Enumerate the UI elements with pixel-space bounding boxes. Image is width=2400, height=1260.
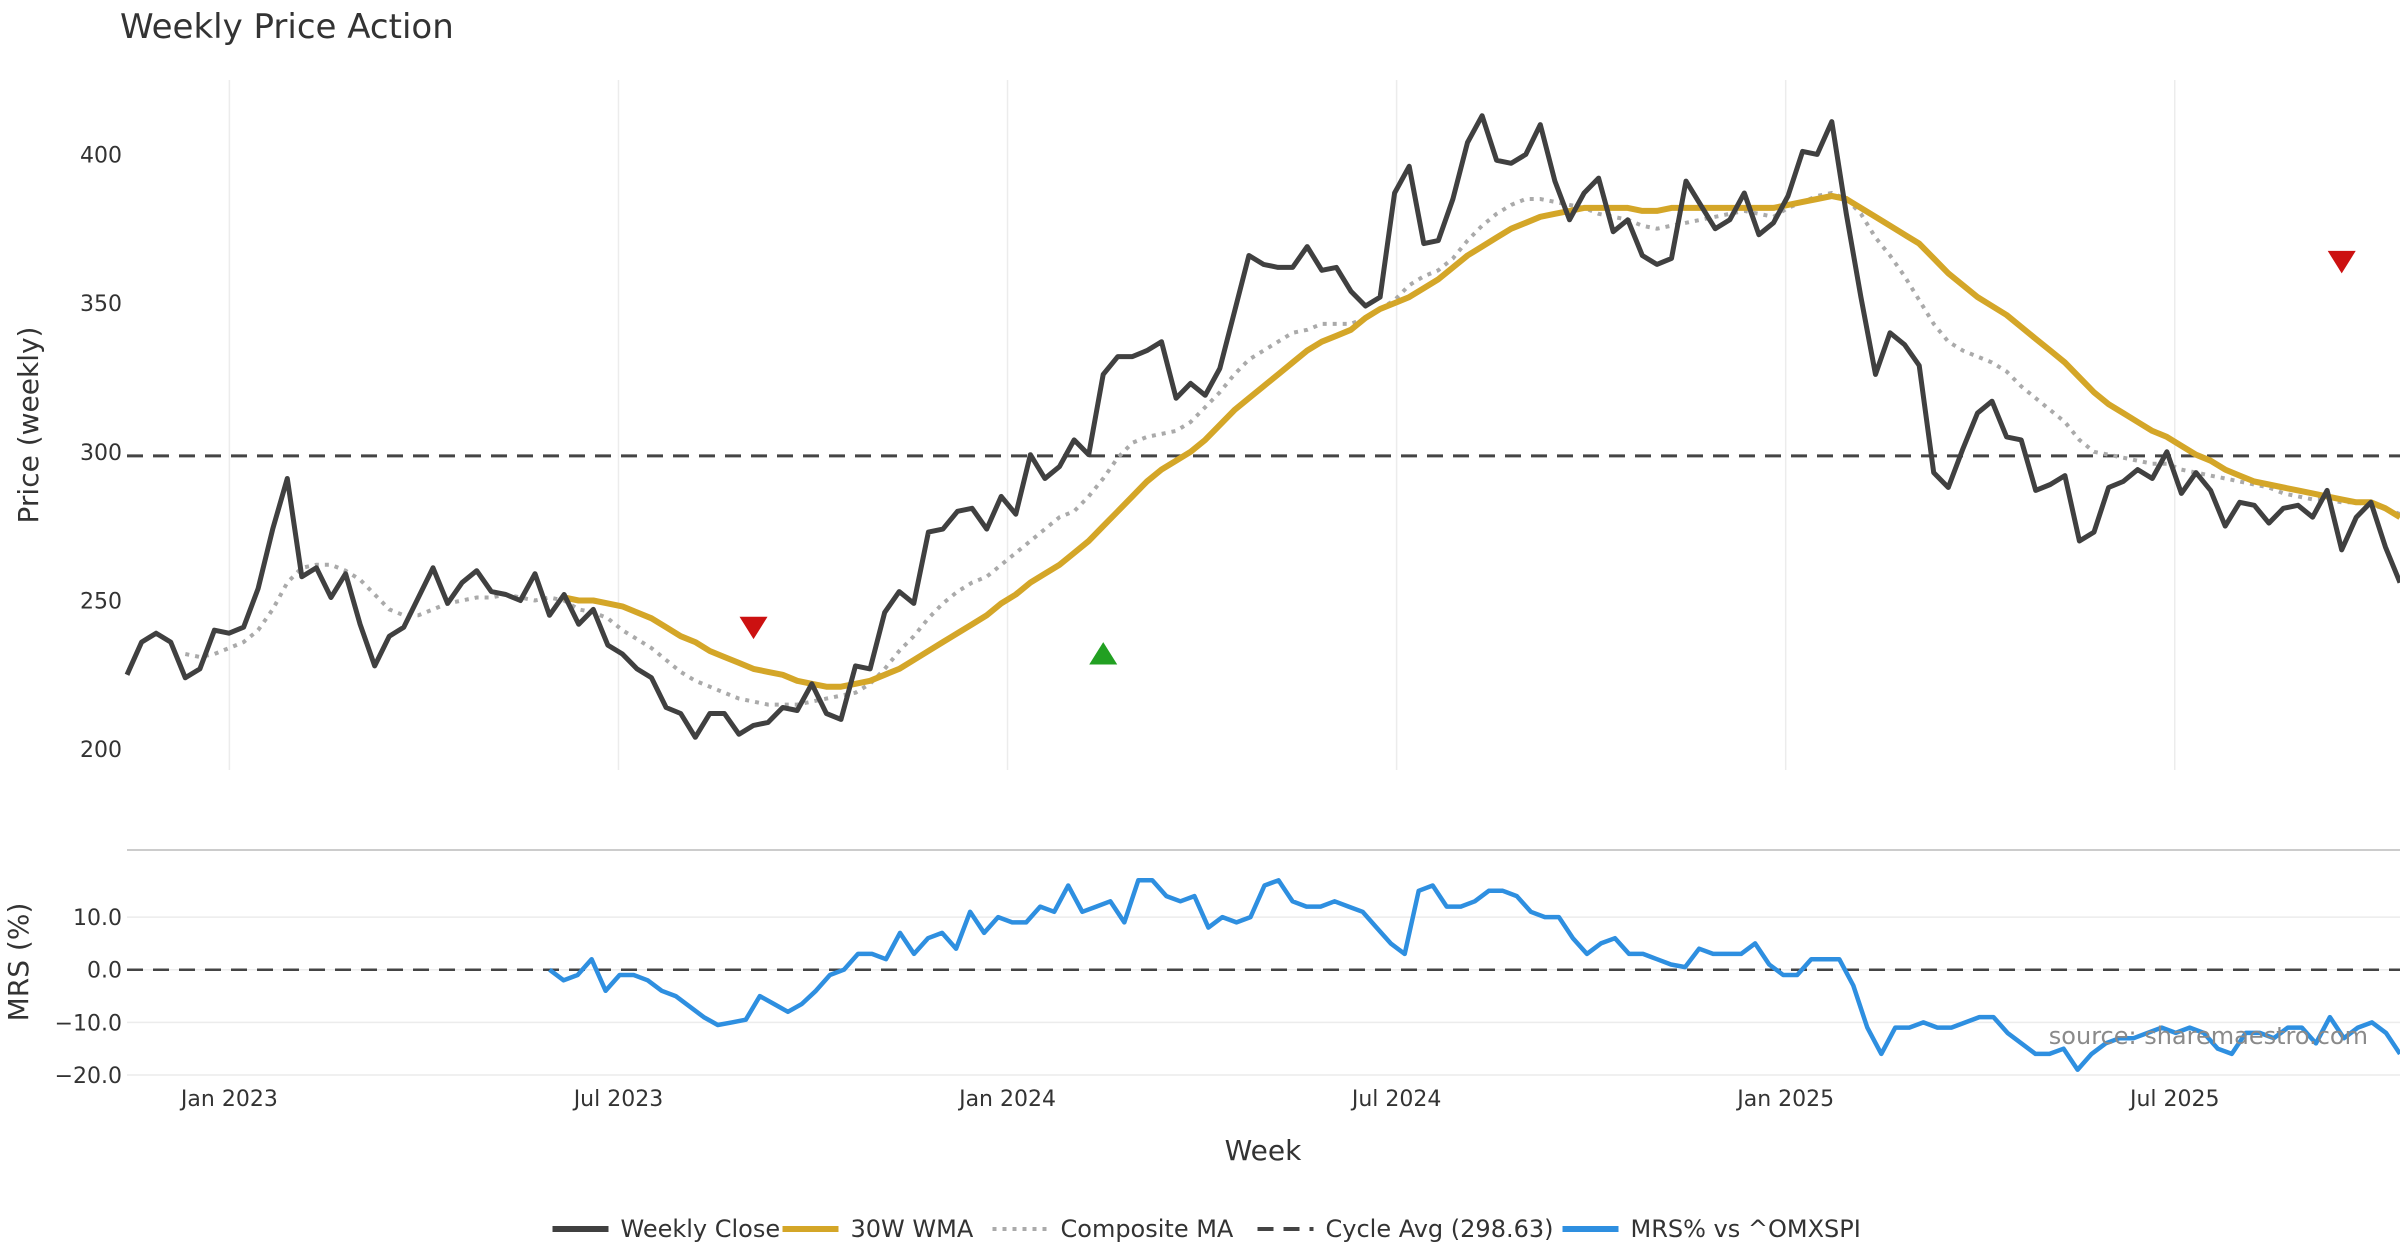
price-axis-title: Price (weekly) bbox=[12, 327, 45, 524]
legend-label: Composite MA bbox=[1061, 1215, 1234, 1243]
legend-label: Weekly Close bbox=[621, 1215, 781, 1243]
mrs-y-tick-label: −20.0 bbox=[55, 1064, 122, 1089]
price-y-tick-label: 350 bbox=[80, 292, 122, 317]
x-tick-label: Jul 2024 bbox=[1350, 1087, 1442, 1112]
legend-label: MRS% vs ^OMXSPI bbox=[1631, 1215, 1861, 1243]
x-tick-label: Jul 2025 bbox=[2128, 1087, 2220, 1112]
source-label: source: sharemaestro.com bbox=[2049, 1022, 2368, 1050]
chart-title: Weekly Price Action bbox=[120, 7, 454, 47]
mrs-y-tick-label: 10.0 bbox=[73, 906, 122, 931]
x-tick-labels: Jan 2023 Jul 2023 Jan 2024 Jul 2024 Jan 2025… bbox=[179, 1087, 2220, 1112]
buy-signal-marker bbox=[1089, 642, 1118, 665]
x-tick-label: Jan 2023 bbox=[179, 1087, 278, 1112]
sell-signal-marker bbox=[2327, 250, 2356, 274]
mrs-axis-title: MRS (%) bbox=[2, 903, 35, 1022]
mrs-y-tick-labels: 10.0 0.0 −10.0 −20.0 bbox=[55, 906, 122, 1089]
legend-label: Cycle Avg (298.63) bbox=[1326, 1215, 1554, 1243]
price-y-tick-label: 250 bbox=[80, 589, 122, 614]
legend-label: 30W WMA bbox=[851, 1215, 974, 1243]
price-y-tick-labels: 200 250 300 350 400 bbox=[80, 143, 122, 763]
price-y-tick-label: 400 bbox=[80, 143, 122, 168]
x-tick-label: Jan 2025 bbox=[1735, 1087, 1834, 1112]
wma-30-line bbox=[563, 193, 2400, 690]
composite-ma-line bbox=[184, 190, 2400, 707]
price-y-tick-label: 200 bbox=[80, 738, 122, 763]
mrs-y-tick-label: 0.0 bbox=[87, 959, 122, 984]
mrs-y-tick-label: −10.0 bbox=[55, 1011, 122, 1036]
sell-signal-marker bbox=[739, 616, 768, 640]
x-axis-title: Week bbox=[1225, 1134, 1302, 1167]
mrs-gridlines bbox=[127, 916, 2400, 1076]
weekly-close-line bbox=[124, 113, 2400, 740]
price-gridlines bbox=[228, 80, 2176, 770]
x-tick-label: Jul 2023 bbox=[572, 1087, 664, 1112]
mrs-line bbox=[548, 878, 2400, 1072]
price-y-tick-label: 300 bbox=[80, 441, 122, 466]
legend: Weekly Close 30W WMA Composite MA Cycle Avg… bbox=[552, 1215, 1861, 1243]
x-tick-label: Jan 2024 bbox=[957, 1087, 1056, 1112]
signal-markers bbox=[739, 250, 2356, 665]
